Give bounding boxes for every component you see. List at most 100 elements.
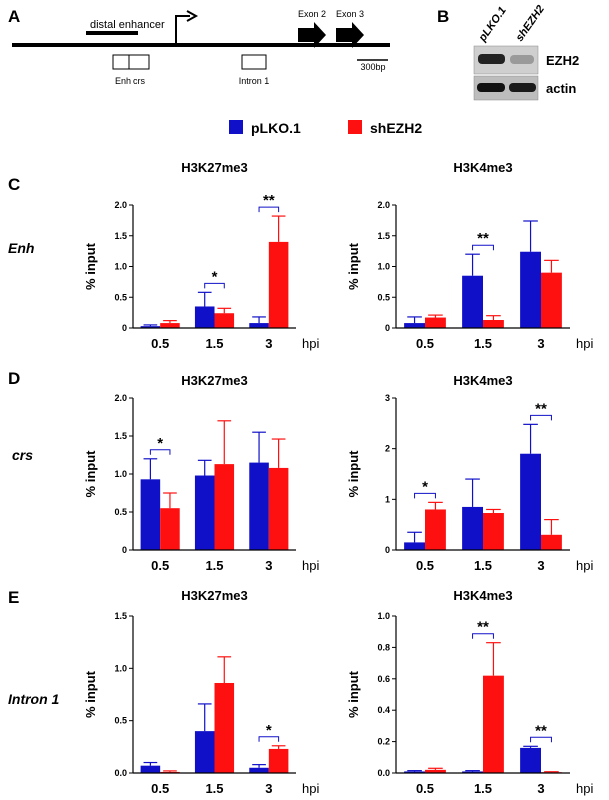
significance-label: * [157,435,163,452]
y-tick-label: 0.8 [377,642,390,652]
x-tick-label: 0.5 [416,558,434,573]
x-tick-label: 0.5 [151,558,169,573]
bar-shezh2 [541,272,562,328]
bar-plko [520,453,541,550]
bar-shezh2 [160,323,180,328]
scale-bar-label: 300bp [360,62,385,72]
x-tick-label: 3 [265,558,272,573]
y-axis-label: % input [83,450,98,498]
exon3-arrow [336,22,364,48]
bar-shezh2 [483,513,504,550]
crs-box-label: crs [133,76,145,86]
significance-label: * [266,722,272,739]
panel-label-e: E [8,588,19,607]
y-tick-label: 1.0 [377,262,390,272]
chart-c-right: H3K4me3 % input 0 0.5 1.0 1.5 2.0 0.5 1.5 3 hpi ** [346,160,593,351]
chart-title: H3K4me3 [453,588,512,603]
y-tick-label: 0 [385,545,390,555]
y-tick-label: 0 [385,323,390,333]
bar-plko [404,323,425,328]
significance-bracket [149,449,171,455]
chart-e-right: H3K4me3 % input 0.0 0.2 0.4 0.6 0.8 1.0 0.5 1.5 3 h… [346,588,593,796]
significance-label: ** [263,192,275,209]
x-tick-label: 3 [265,781,272,796]
significance-bracket [472,633,494,639]
x-axis-unit: hpi [302,558,319,573]
y-tick-label: 2.0 [377,200,390,210]
x-tick-label: 1.5 [205,336,223,351]
bar-shezh2 [268,467,289,550]
legend-swatch-shezh2 [348,120,362,134]
exon3-label: Exon 3 [336,9,364,19]
y-tick-label: 1.0 [114,469,127,479]
y-tick-label: 2.0 [114,200,127,210]
y-axis-label: % input [346,242,361,290]
y-axis-label: % input [83,242,98,290]
bar-plko [194,306,215,328]
enh-box-label: Enh [115,76,131,86]
y-tick-label: 0.5 [114,507,127,517]
bar-plko [249,767,269,773]
band-ezh2-shezh2 [510,55,534,64]
y-tick-label: 0 [122,545,127,555]
bar-shezh2 [541,534,562,550]
y-tick-label: 1.5 [114,231,127,241]
chart-e-left: H3K27me3 % input 0.0 0.5 1.0 1.5 0.5 1.5 3 hpi * [83,588,319,796]
legend-label-shezh2: shEZH2 [370,120,422,136]
y-tick-label: 2 [385,444,390,454]
row-label-crs: crs [12,447,33,463]
bar-plko [404,771,425,773]
bar-plko [520,251,541,328]
x-axis-unit: hpi [576,781,593,796]
x-tick-label: 0.5 [416,781,434,796]
y-tick-label: 0 [122,323,127,333]
bar-plko [249,462,269,550]
row-label-intron1: Intron 1 [8,691,60,707]
panel-label-a: A [8,7,20,26]
legend: pLKO.1 shEZH2 [229,120,422,136]
bar-plko [462,506,483,550]
bar-shezh2 [268,748,289,773]
bar-plko [462,771,483,773]
y-tick-label: 1.5 [377,231,390,241]
bar-plko [140,479,161,550]
x-tick-label: 0.5 [151,781,169,796]
significance-bracket [204,282,225,289]
bar-plko [249,323,269,328]
bar-shezh2 [425,509,446,550]
crs-box [128,54,150,70]
bar-plko [194,731,215,773]
y-tick-label: 0.0 [114,768,127,778]
y-tick-label: 2.0 [114,393,127,403]
significance-bracket [530,736,552,743]
bar-plko [462,275,483,328]
gene-diagram: distal enhancer Enh crs Intron 1 Exon 2 … [12,9,390,86]
chart-title: H3K4me3 [453,160,512,175]
band-actin-shezh2 [509,83,536,92]
y-tick-label: 1.5 [114,431,127,441]
x-tick-label: 1.5 [205,558,223,573]
y-tick-label: 1.0 [114,663,127,673]
x-tick-label: 1.5 [474,336,492,351]
x-axis-unit: hpi [576,558,593,573]
tss-arrow [175,15,190,43]
panel-label-b: B [437,7,449,26]
legend-label-plko: pLKO.1 [251,120,301,136]
exon2-arrow [298,22,326,48]
y-axis-label: % input [83,670,98,718]
blot-lane-2: shEZH2 [514,3,547,43]
tss-arrow-head [186,10,199,22]
y-tick-label: 0.6 [377,674,390,684]
y-tick-label: 3 [385,393,390,403]
significance-label: ** [477,230,489,247]
bar-shezh2 [268,241,289,328]
bar-plko [404,542,425,550]
bar-shezh2 [160,508,180,550]
blot-row-ezh2: EZH2 [546,53,579,68]
bar-shezh2 [425,317,446,328]
chart-title: H3K27me3 [181,588,248,603]
y-tick-label: 0.0 [377,768,390,778]
bar-shezh2 [214,464,235,550]
